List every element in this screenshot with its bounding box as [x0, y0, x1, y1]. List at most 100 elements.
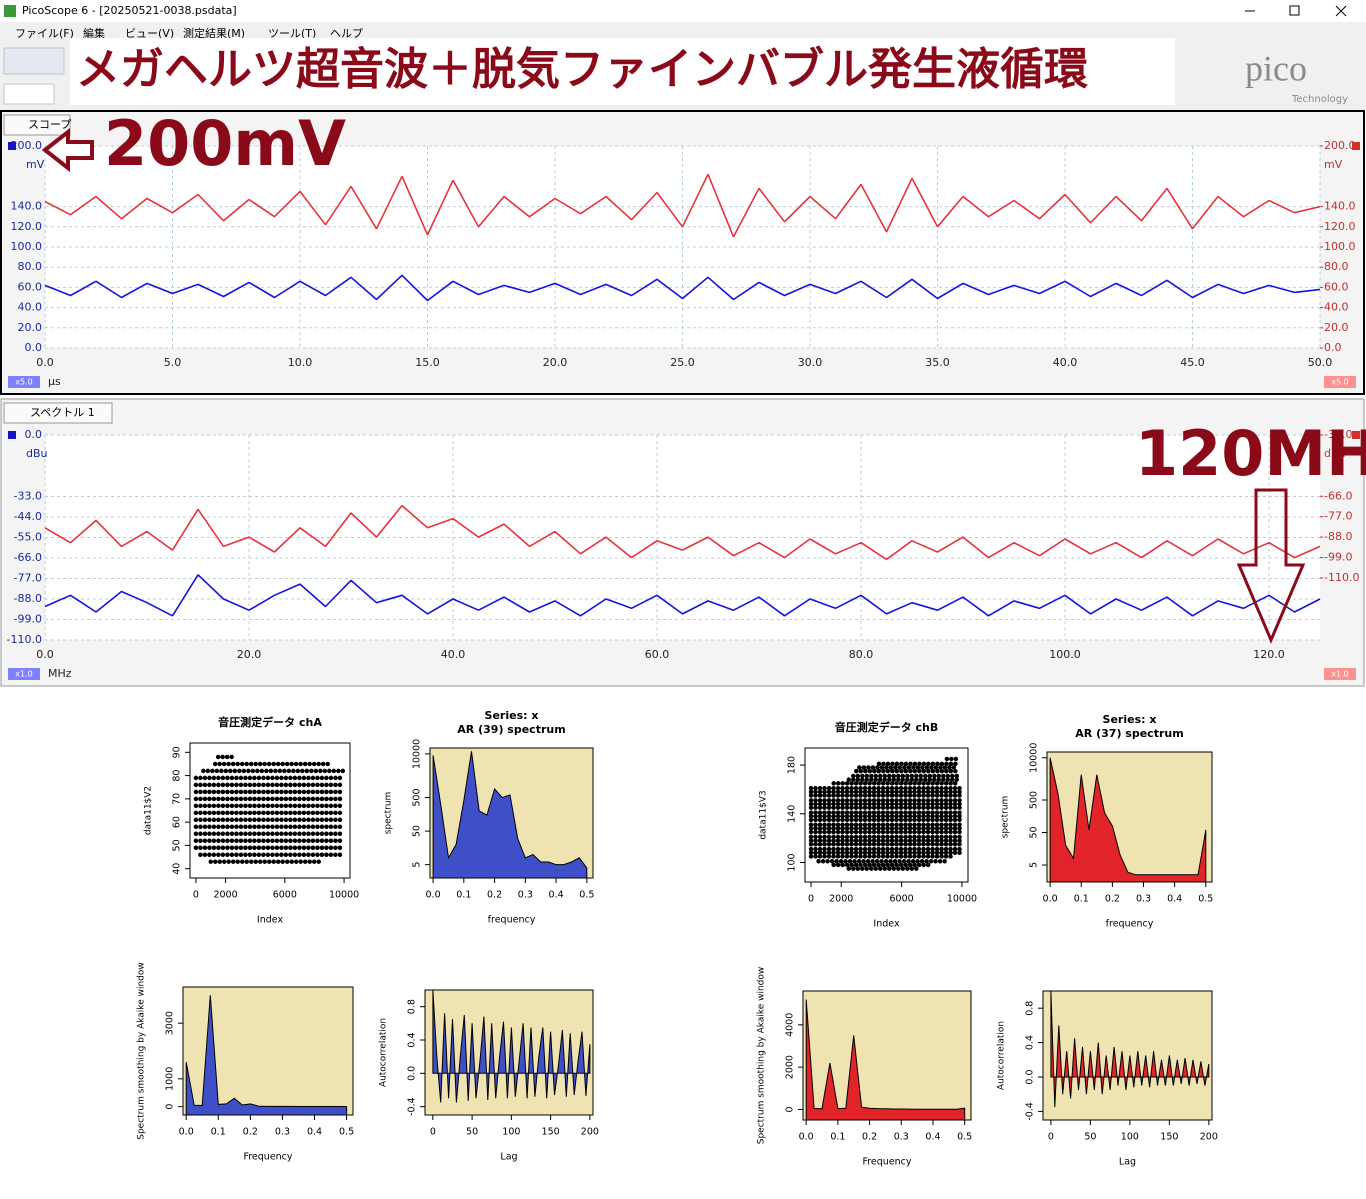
- annotation-frequency: 120MHz: [1135, 417, 1366, 490]
- y-tick-label: 80.0: [18, 260, 43, 273]
- plot-background: [425, 990, 593, 1115]
- menu-item[interactable]: ファイル(F): [15, 27, 74, 40]
- x-tick-label: 40.0: [1053, 356, 1078, 369]
- x-tick-label: 10.0: [288, 356, 313, 369]
- y-tick-label: 180: [787, 756, 798, 774]
- x-axis-label: Frequency: [243, 1152, 292, 1163]
- restore-button[interactable]: [1289, 5, 1300, 16]
- y-axis-label: Autocorrelation: [379, 1018, 389, 1087]
- x-tick-label: 0.5: [1198, 894, 1213, 905]
- y2-tick-label: -66.0: [1324, 489, 1352, 502]
- y-axis-label: spectrum: [384, 792, 394, 835]
- x-tick-label: 200: [581, 1127, 599, 1138]
- y-tick-label: 0.0: [1025, 1069, 1036, 1084]
- y2-tick-label: 40.0: [1324, 301, 1349, 314]
- x-tick-label: 0.5: [339, 1127, 354, 1138]
- channel-selector[interactable]: [3, 83, 55, 105]
- annotation-voltage: 200mV: [104, 107, 346, 180]
- x-tick-label: 0.0: [426, 890, 441, 901]
- y2-tick-label: 140.0: [1324, 200, 1356, 213]
- y-axis-label: data11$V3: [759, 790, 769, 839]
- spectrum-tab[interactable]: [3, 402, 113, 424]
- y-tick-label: 0: [785, 1106, 796, 1112]
- x-tick-label: 50: [466, 1127, 478, 1138]
- y-tick-label: 50: [1029, 826, 1040, 838]
- x-tick-label: 0.1: [1074, 894, 1089, 905]
- zoom-left: x5.0: [15, 378, 32, 387]
- plot-background: [1043, 991, 1212, 1120]
- y-tick-label: 140.0: [11, 200, 43, 213]
- plot-frame: [804, 747, 969, 883]
- x-tick-label: 35.0: [925, 356, 950, 369]
- y-tick-label: 70: [172, 793, 183, 805]
- x-tick-label: 40.0: [441, 648, 466, 661]
- close-button[interactable]: [1335, 5, 1347, 17]
- y-tick-label: 120.0: [11, 220, 43, 233]
- y-tick-label: -55.0: [14, 531, 42, 544]
- y-tick-label: 20.0: [18, 321, 43, 334]
- plot-frame: [802, 990, 972, 1121]
- plot-title: 音圧測定データ chB: [835, 720, 939, 734]
- x-tick-label: 0.2: [243, 1127, 258, 1138]
- trace: [44, 274, 1321, 302]
- zoom-box: [1324, 668, 1356, 680]
- x-tick-label: 20.0: [237, 648, 262, 661]
- y-tick-label: 50: [172, 839, 183, 851]
- y-tick-label: 0.8: [407, 999, 418, 1014]
- x-tick-label: 0.5: [579, 890, 594, 901]
- y-tick-label: 500: [1029, 791, 1040, 809]
- trace: [44, 504, 1321, 561]
- y-tick-label: 80: [172, 770, 183, 782]
- x-tick-label: 0: [1048, 1132, 1054, 1143]
- x-tick-label: 150: [542, 1127, 560, 1138]
- annotation-arrow: [41, 127, 94, 173]
- plot-title: 音圧測定データ chA: [218, 715, 322, 729]
- spectrum-area: [1049, 757, 1207, 883]
- x-tick-label: 80.0: [849, 648, 874, 661]
- y-tick-label: -110.0: [7, 633, 42, 646]
- x-tick-label: 0.5: [957, 1132, 972, 1143]
- menu-item[interactable]: 編集: [83, 26, 105, 40]
- plot-frame: [1042, 990, 1213, 1121]
- y-tick-label: 500: [412, 788, 423, 806]
- menu-item[interactable]: 測定結果(M): [183, 26, 245, 40]
- trace: [44, 574, 1321, 617]
- x-tick-label: 2000: [213, 890, 237, 901]
- x-axis-label: Lag: [1119, 1157, 1136, 1168]
- spectrum-area: [432, 751, 588, 879]
- x-unit: MHz: [48, 667, 72, 680]
- x-tick-label: 120.0: [1253, 648, 1285, 661]
- y-tick-label: -66.0: [14, 551, 42, 564]
- menu-item[interactable]: ツール(T): [268, 27, 316, 40]
- y-tick-label: 40: [172, 863, 183, 875]
- scope-tab-label: スコープ: [28, 118, 71, 131]
- y-axis-label: spectrum: [1001, 796, 1011, 839]
- y2-unit: dBu: [1324, 447, 1346, 460]
- y-tick-label: 60.0: [18, 280, 43, 293]
- scope-tab[interactable]: [3, 114, 71, 136]
- x-tick-label: 0.4: [925, 1132, 940, 1143]
- y2-tick-label: -88.0: [1324, 530, 1352, 543]
- y-axis-label: Spectrum smoothing by Akaike window: [757, 967, 767, 1145]
- plot-title: Series: x: [1103, 713, 1157, 726]
- y-tick-label: 100: [787, 853, 798, 871]
- menu-item[interactable]: ビュー(V): [125, 27, 174, 40]
- zoom-box: [8, 668, 40, 680]
- zoom-right: x1.0: [1331, 670, 1348, 679]
- x-tick-label: 0.3: [518, 890, 533, 901]
- y-tick-label: 1000: [165, 1067, 176, 1091]
- x-tick-label: 25.0: [670, 356, 695, 369]
- y-axis-label: Autocorrelation: [997, 1021, 1007, 1090]
- menu-item[interactable]: ヘルプ: [330, 27, 363, 40]
- channel-b-marker: [1352, 142, 1360, 150]
- x-tick-label: 30.0: [798, 356, 823, 369]
- menu-bar: ファイル(F) 編集 ビュー(V) 測定結果(M) ツール(T) ヘルプ: [15, 26, 363, 40]
- y-tick-label: 0.4: [1025, 1035, 1036, 1050]
- x-tick-label: 0.3: [1136, 894, 1151, 905]
- acf-area: [432, 989, 591, 1103]
- banner-title: メガヘルツ超音波＋脱気ファインバブル発生液循環: [76, 44, 1088, 95]
- x-tick-label: 100: [1121, 1132, 1139, 1143]
- toolbar-buttons[interactable]: [3, 47, 65, 75]
- x-tick-label: 0.4: [307, 1127, 322, 1138]
- plot-frame: [1046, 751, 1213, 883]
